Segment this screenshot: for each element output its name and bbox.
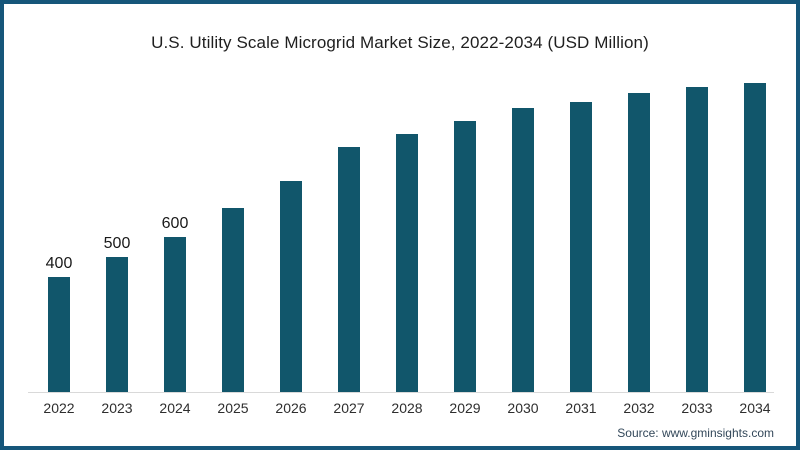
data-label-2023: 500: [103, 235, 131, 252]
x-tick-2026: 2026: [275, 400, 307, 416]
bar-2026: [280, 181, 302, 392]
x-tick-2032: 2032: [623, 400, 655, 416]
bar-2030: [512, 108, 534, 392]
bar-2025: [222, 208, 244, 392]
bar-2028: [396, 134, 418, 392]
data-label-2022: 400: [45, 255, 73, 272]
x-tick-2029: 2029: [449, 400, 481, 416]
source-attribution: Source: www.gminsights.com: [617, 426, 774, 440]
bar-2032: [628, 93, 650, 392]
chart-title: U.S. Utility Scale Microgrid Market Size…: [151, 33, 649, 52]
data-label-2024: 600: [161, 215, 189, 232]
x-tick-2031: 2031: [565, 400, 597, 416]
bar-2024: [164, 237, 186, 392]
x-tick-2027: 2027: [333, 400, 365, 416]
x-tick-2022: 2022: [43, 400, 75, 416]
x-tick-2023: 2023: [101, 400, 133, 416]
x-axis-line: [28, 392, 774, 393]
bar-2023: [106, 257, 128, 392]
x-tick-2030: 2030: [507, 400, 539, 416]
bar-2029: [454, 121, 476, 392]
bar-2027: [338, 147, 360, 392]
x-tick-2024: 2024: [159, 400, 191, 416]
bar-2022: [48, 277, 70, 392]
x-tick-2025: 2025: [217, 400, 249, 416]
x-tick-2028: 2028: [391, 400, 423, 416]
x-tick-2033: 2033: [681, 400, 713, 416]
bar-2031: [570, 102, 592, 392]
bar-2033: [686, 87, 708, 392]
x-tick-2034: 2034: [739, 400, 771, 416]
bar-2034: [744, 83, 766, 392]
